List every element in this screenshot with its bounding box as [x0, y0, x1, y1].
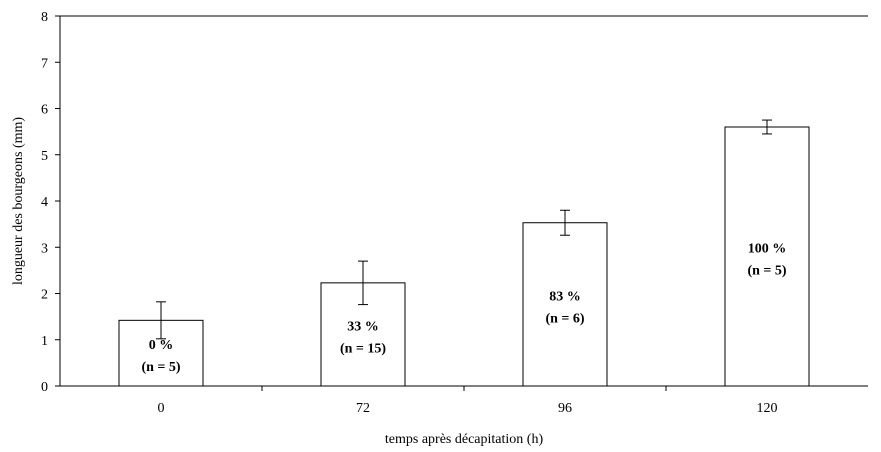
- x-tick-label: 0: [158, 401, 165, 416]
- bar-percent-label: 33 %: [347, 319, 379, 334]
- bar-percent-label: 0 %: [149, 338, 174, 353]
- bar-120: [724, 126, 810, 387]
- bar-n-label: (n = 6): [545, 311, 584, 326]
- x-tick-label: 120: [757, 401, 778, 416]
- y-tick-label: 3: [41, 241, 48, 256]
- y-axis-title: longueur des bourgeons (mm): [11, 117, 26, 285]
- x-axis-title: temps après décapitation (h): [385, 432, 544, 447]
- error-bars: [156, 119, 772, 340]
- y-tick-label: 5: [41, 149, 48, 164]
- bar-labels: 0 % (n = 5) 33 % (n = 15) 83 % (n = 6) 100 % (n…: [141, 242, 786, 376]
- bar-percent-label: 83 %: [549, 289, 581, 304]
- y-tick-label: 4: [41, 195, 48, 210]
- y-tick-label: 1: [41, 334, 48, 349]
- bar-n-label: (n = 15): [340, 341, 386, 356]
- bar-n-label: (n = 5): [141, 360, 180, 375]
- y-tick-label: 2: [41, 288, 48, 303]
- y-tick-label: 6: [41, 103, 48, 118]
- y-tick-label: 8: [41, 10, 48, 25]
- y-ticks: 0 1 2 3 4 5 6 7 8: [41, 10, 60, 395]
- bars: [118, 126, 810, 387]
- y-tick-label: 0: [41, 380, 48, 395]
- x-ticks: 0 72 96 120: [158, 386, 778, 416]
- x-tick-label: 72: [356, 401, 370, 416]
- bar-96: [522, 222, 608, 387]
- bar-n-label: (n = 5): [747, 264, 786, 279]
- y-tick-label: 7: [41, 56, 48, 71]
- x-tick-label: 96: [558, 401, 572, 416]
- bar-percent-label: 100 %: [748, 242, 787, 257]
